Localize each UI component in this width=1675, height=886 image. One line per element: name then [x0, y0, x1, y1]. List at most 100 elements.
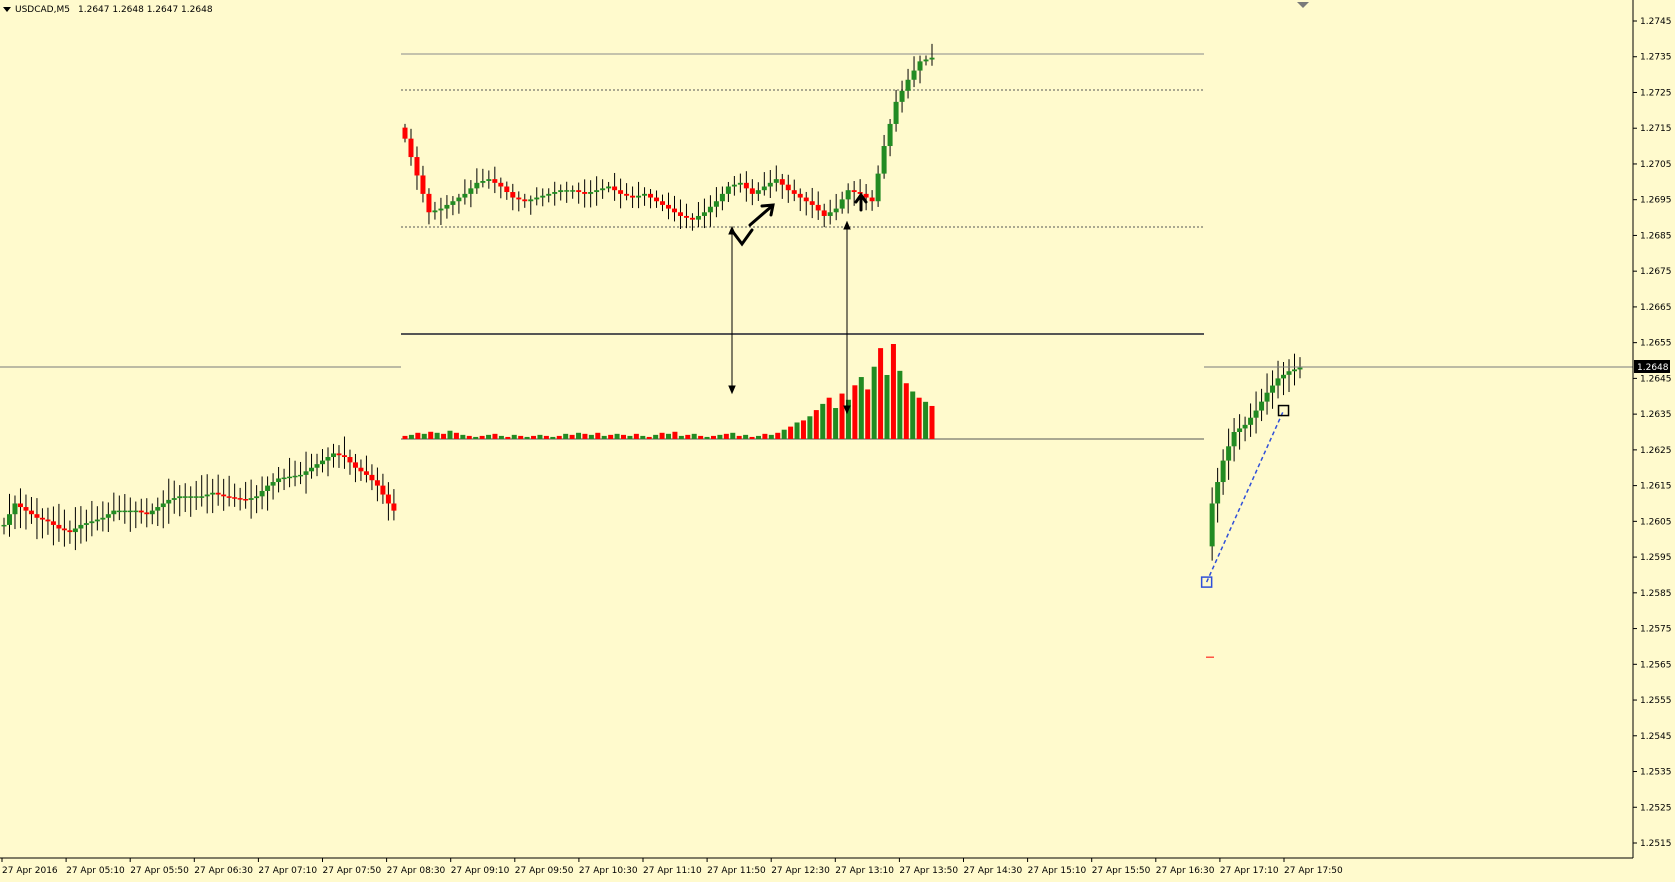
time-tick-label: 27 Apr 10:30	[579, 866, 638, 876]
volume-bar	[543, 435, 549, 439]
candle-bear	[363, 471, 369, 475]
inset-candle-bear	[582, 192, 588, 194]
current-price-tag-label: 1.2648	[1637, 363, 1669, 373]
volume-bar	[627, 435, 633, 439]
inset-candle-bull	[588, 192, 594, 194]
inset-candle-bull	[899, 90, 905, 102]
volume-bar	[820, 403, 826, 439]
volume-bar	[569, 434, 575, 439]
candle-bull	[1270, 385, 1276, 393]
candle-bear	[391, 503, 397, 511]
inset-background	[401, 0, 1204, 447]
candle-bear	[243, 499, 249, 501]
inset-candle-bull	[444, 204, 450, 209]
inset-candle-bull	[570, 190, 576, 192]
time-tick-label: 27 Apr 15:50	[1092, 866, 1151, 876]
time-tick-label: 27 Apr 16:30	[1156, 866, 1215, 876]
inset-candle-bear	[749, 188, 755, 194]
volume-bar	[588, 434, 594, 439]
symbol-timeframe: USDCAD,M5	[15, 5, 70, 15]
inset-candle-bear	[660, 201, 666, 205]
inset-candle-bear	[666, 204, 671, 209]
inset-candle-bear	[851, 190, 857, 193]
volume-bar	[839, 393, 845, 439]
trade-markers[interactable]	[1200, 404, 1290, 658]
inset-candle-bull	[827, 212, 833, 216]
price-tick-label: 1.2625	[1640, 446, 1672, 456]
inset-candle-bull	[546, 193, 552, 196]
volume-bar	[466, 435, 472, 439]
price-axis-ticks: 1.2745 1.2735 1.2725 1.2715 1.2705 1.2695 1.26…	[1633, 17, 1672, 849]
price-tick-label: 1.2585	[1640, 589, 1672, 599]
entry-marker[interactable]	[1200, 576, 1213, 588]
inset-candle-bear	[654, 197, 660, 202]
volume-bar	[704, 436, 710, 439]
candle-bear	[28, 510, 34, 515]
volume-bar	[685, 434, 691, 439]
exit-marker[interactable]	[1277, 404, 1290, 417]
time-tick-label: 27 Apr 13:10	[835, 866, 894, 876]
candle-bull	[1297, 367, 1303, 370]
time-tick-label: 27 Apr 07:50	[323, 866, 382, 876]
volume-bar	[749, 436, 755, 439]
inset-candle-bear	[743, 182, 749, 189]
inset-candle-bull	[468, 188, 474, 194]
volume-bar	[441, 433, 447, 439]
volume-bar	[755, 435, 761, 439]
time-tick-label: 27 Apr 07:10	[258, 866, 317, 876]
inset-candle-bull	[845, 190, 851, 200]
inset-candle-bull	[725, 186, 731, 194]
volume-bar	[845, 399, 851, 439]
volume-bar	[762, 433, 768, 439]
candle-bull	[6, 514, 12, 525]
candle-bull	[78, 524, 84, 529]
volume-bar	[678, 435, 684, 439]
price-tick-label: 1.2715	[1640, 124, 1672, 134]
candle-bull	[133, 510, 139, 513]
volume-bar	[890, 344, 896, 439]
volume-bar	[531, 435, 537, 439]
volume-bar	[884, 374, 890, 439]
inset-candle-bear	[498, 182, 504, 187]
volume-bar	[511, 434, 517, 439]
candle-bull	[287, 476, 293, 479]
candle-bear	[138, 510, 144, 513]
inset-candle-bear	[791, 190, 797, 194]
volume-bar	[550, 436, 556, 439]
candle-bull	[171, 498, 177, 500]
arrow-head-2-down	[843, 405, 851, 415]
candle-bull	[122, 510, 128, 513]
price-tick-label: 1.2665	[1640, 303, 1672, 313]
candle-bull	[155, 507, 161, 511]
inset-candle-bear	[785, 184, 791, 191]
candle-bull	[1259, 401, 1265, 411]
time-axis-ticks: 27 Apr 2016 27 Apr 05:10 27 Apr 05:50 27 Ap…	[1, 858, 1343, 876]
candle-bull	[1, 524, 7, 527]
time-axis[interactable]: 27 Apr 2016 27 Apr 05:10 27 Apr 05:50 27 Ap…	[0, 857, 1633, 876]
scroll-marker-icon[interactable]	[1297, 2, 1309, 8]
time-tick-label: 27 Apr 2016	[2, 866, 58, 876]
candle-bull	[1292, 369, 1298, 372]
candle-bull	[116, 510, 122, 513]
inset-candle-bull	[767, 182, 773, 187]
candle-bull	[309, 467, 315, 472]
inset-candle-bear	[408, 138, 414, 158]
price-tick-label: 1.2605	[1640, 517, 1672, 527]
candle-bull	[1220, 460, 1226, 483]
triangle-down-icon[interactable]	[3, 7, 11, 12]
inset-candle-bear	[504, 186, 510, 193]
time-tick-label: 27 Apr 11:50	[707, 866, 766, 876]
dotted-trendline[interactable]	[1205, 410, 1285, 583]
inset-candle-bear	[671, 208, 677, 213]
inset-candle-bull	[713, 201, 719, 207]
price-tick-label: 1.2645	[1640, 374, 1672, 384]
volume-bar	[518, 435, 524, 439]
inset-candle-bull	[887, 123, 893, 147]
price-axis[interactable]: 1.2745 1.2735 1.2725 1.2715 1.2705 1.2695 1.26…	[1632, 0, 1672, 858]
price-tick-label: 1.2675	[1640, 267, 1672, 277]
inset-candle-bear	[779, 179, 785, 185]
volume-bar	[646, 436, 652, 439]
candle-bear	[369, 474, 375, 481]
